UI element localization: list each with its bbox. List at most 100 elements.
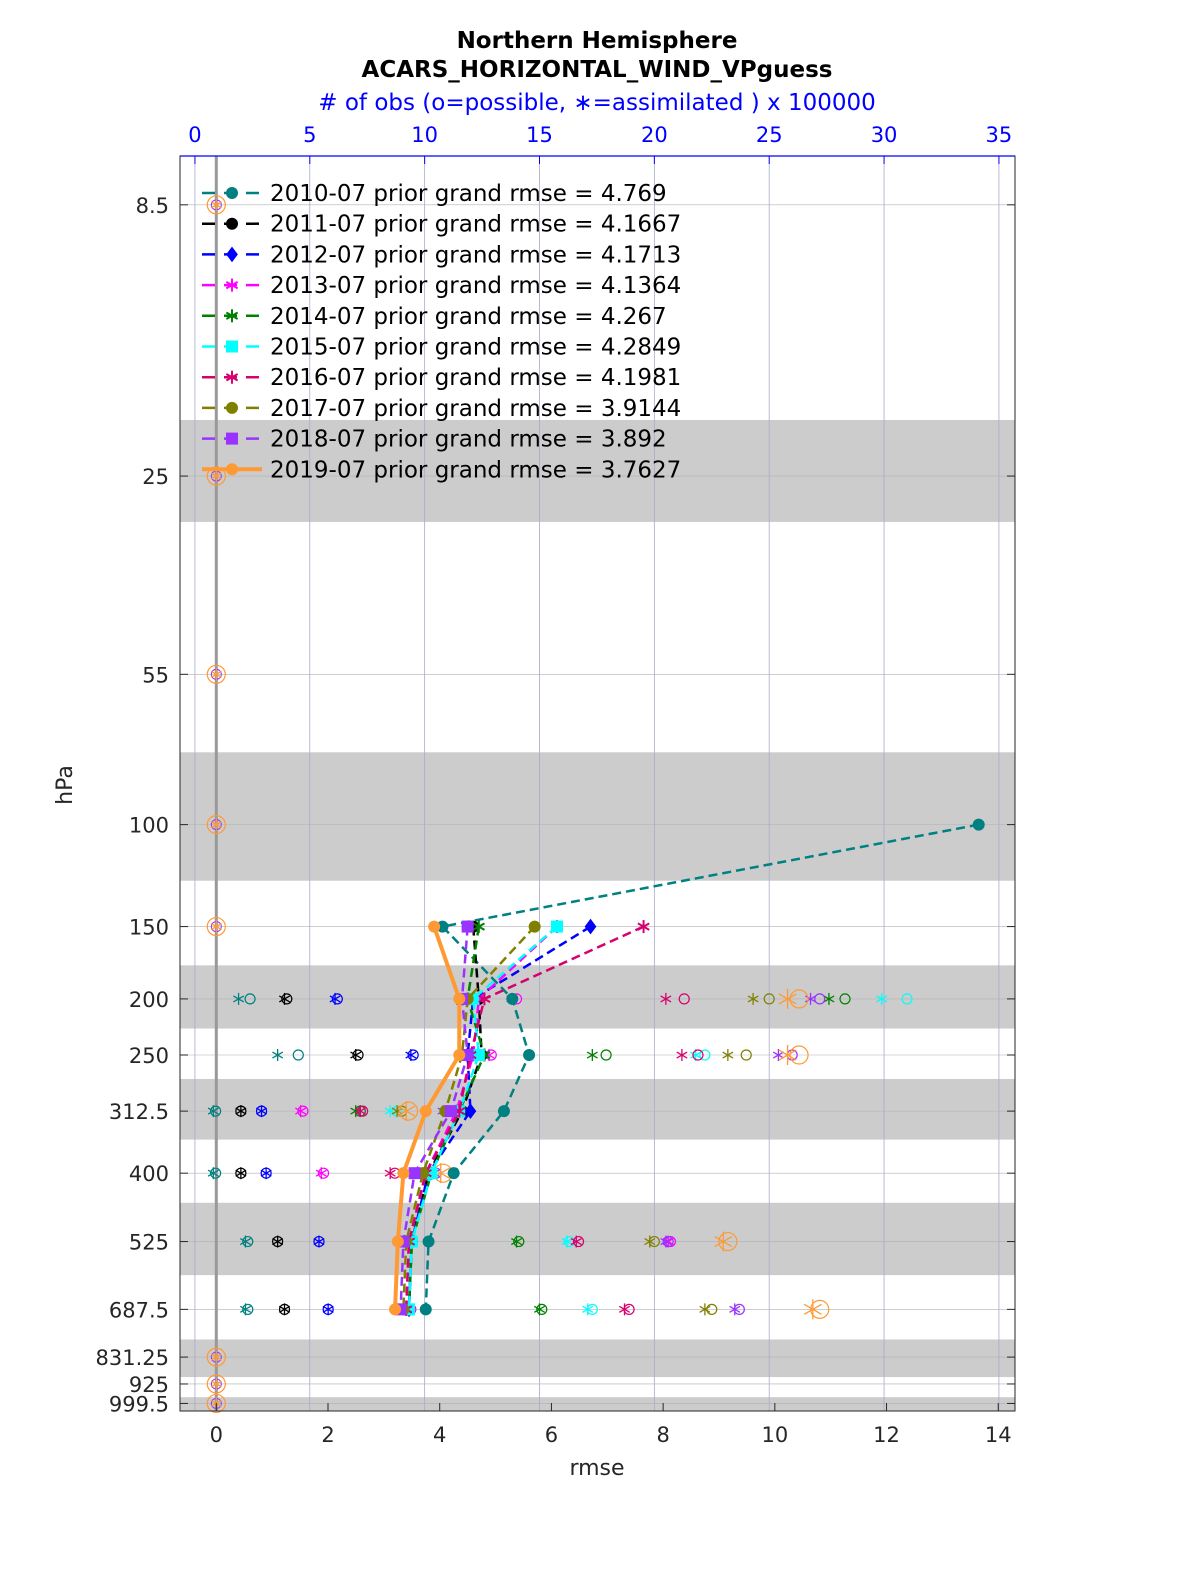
- obs-possible-marker: [398, 1101, 419, 1121]
- obs-possible-marker: [210, 1105, 222, 1117]
- series-point: [472, 1049, 485, 1062]
- obs-assimilated-marker-stroke: [405, 1051, 417, 1059]
- obs-assimilated-marker-stroke: [699, 1305, 711, 1313]
- obs-assimilated-marker: [322, 1303, 334, 1316]
- obs-possible-marker: [600, 1049, 612, 1061]
- obs-zero-assimilated-marker: [210, 198, 222, 211]
- obs-assimilated-marker: [260, 1167, 272, 1180]
- legend-label: 2011-07 prior grand rmse = 4.1667: [270, 212, 681, 238]
- legend-label: 2017-07 prior grand rmse = 3.9144: [270, 396, 681, 422]
- obs-possible-marker: [740, 1049, 752, 1061]
- obs-assimilated-marker: [644, 1235, 656, 1248]
- obs-assimilated-marker-stroke: [772, 1051, 784, 1059]
- obs-assimilated-marker-stroke: [239, 1237, 252, 1246]
- obs-possible-marker: [789, 1045, 809, 1065]
- obs-assimilated-marker-stroke: [729, 1305, 741, 1313]
- obs-assimilated-marker-stroke: [533, 1305, 546, 1313]
- legend-label: 2018-07 prior grand rmse = 3.892: [270, 427, 667, 453]
- chart-subtitle: ACARS_HORIZONTAL_WIND_VPguess: [362, 57, 833, 83]
- obs-assimilated-marker-stroke: [510, 1237, 523, 1246]
- obs-assimilated-marker: [239, 1303, 252, 1316]
- obs-assimilated-marker: [207, 1167, 219, 1180]
- obs-possible-marker: [357, 1105, 369, 1117]
- y-tick-label: 25: [142, 465, 169, 489]
- obs-zero-possible-marker: [206, 1347, 226, 1367]
- obs-assimilated-marker: [315, 1167, 327, 1180]
- y-tick-label: 400: [129, 1162, 169, 1186]
- obs-assimilated-marker: [805, 992, 817, 1005]
- obs-assimilated-marker-stroke: [722, 1051, 734, 1059]
- series-point: [478, 992, 491, 1006]
- top-axis-label: # of obs (o=possible, ∗=assimilated ) x …: [318, 90, 876, 116]
- obs-assimilated-marker: [823, 992, 835, 1005]
- obs-possible-marker: [810, 1299, 830, 1319]
- y-tick-label: 200: [129, 988, 169, 1012]
- obs-assimilated-marker-stroke: [618, 1305, 631, 1313]
- top-tick-label: 20: [641, 123, 668, 147]
- legend-marker: [225, 370, 239, 384]
- obs-possible-marker: [210, 1167, 222, 1179]
- y-axis-label: hPa: [53, 765, 78, 805]
- obs-zero-assimilated-marker: [210, 818, 222, 831]
- legend-label: 2016-07 prior grand rmse = 4.1981: [270, 365, 681, 391]
- obs-possible-marker: [513, 1235, 525, 1248]
- obs-assimilated-marker-stroke: [391, 1107, 403, 1115]
- obs-assimilated-marker-stroke: [676, 1051, 688, 1059]
- obs-assimilated-marker: [405, 1049, 417, 1062]
- obs-assimilated-marker: [272, 1049, 284, 1062]
- shading-band: [180, 1202, 1015, 1276]
- x-tick-label: 0: [210, 1423, 223, 1447]
- shading-band: [180, 1339, 1015, 1378]
- legend-label: 2019-07 prior grand rmse = 3.7627: [270, 457, 681, 483]
- series-point: [637, 920, 650, 934]
- legend-marker: [226, 432, 238, 445]
- obs-assimilated-marker-stroke: [397, 1105, 416, 1117]
- top-tick-label: 25: [756, 123, 783, 147]
- obs-assimilated-marker-stroke: [803, 1303, 822, 1315]
- obs-assimilated-marker: [722, 1049, 734, 1062]
- obs-possible-marker: [901, 993, 913, 1005]
- obs-assimilated-marker: [803, 1299, 822, 1320]
- legend-marker: [226, 401, 238, 414]
- obs-assimilated-marker: [561, 1235, 573, 1248]
- series-point: [422, 1235, 435, 1248]
- y-tick-label: 312.5: [109, 1100, 169, 1124]
- obs-assimilated-marker-stroke: [561, 1237, 573, 1246]
- obs-assimilated-marker: [278, 992, 291, 1005]
- series-point: [447, 1167, 460, 1180]
- obs-assimilated-marker-stroke: [315, 1169, 327, 1177]
- obs-assimilated-marker: [586, 1049, 598, 1062]
- obs-assimilated-marker-stroke: [329, 995, 341, 1003]
- x-tick-label: 8: [656, 1423, 669, 1447]
- shading-band: [180, 419, 1015, 522]
- series-point-stroke: [637, 922, 650, 931]
- series-point: [428, 920, 441, 933]
- obs-possible-marker: [407, 1049, 419, 1061]
- x-tick-label: 6: [545, 1423, 558, 1447]
- obs-possible-marker: [563, 1235, 575, 1248]
- series-point-stroke: [478, 994, 491, 1004]
- y-tick-label: 999.5: [109, 1392, 169, 1416]
- obs-assimilated-marker-stroke: [207, 1107, 219, 1115]
- top-tick-label: 0: [188, 123, 201, 147]
- obs-assimilated-marker: [397, 1101, 416, 1122]
- obs-possible-marker: [281, 993, 293, 1005]
- obs-zero-assimilated-marker: [210, 920, 222, 933]
- obs-assimilated-marker-stroke: [778, 1049, 797, 1061]
- legend-label: 2010-07 prior grand rmse = 4.769: [270, 181, 667, 207]
- obs-assimilated-marker: [778, 1045, 797, 1066]
- series-point: [584, 918, 597, 935]
- obs-possible-marker: [242, 1303, 254, 1315]
- obs-assimilated-marker: [354, 1105, 366, 1118]
- obs-possible-marker: [692, 1049, 704, 1061]
- obs-possible-marker: [814, 993, 826, 1005]
- obs-assimilated-marker: [384, 1167, 396, 1180]
- obs-assimilated-marker-stroke: [876, 995, 888, 1003]
- legend-marker: [226, 217, 238, 230]
- obs-assimilated-marker: [233, 992, 245, 1005]
- obs-assimilated-marker-stroke: [313, 1237, 325, 1246]
- obs-zero-assimilated-marker: [210, 1377, 222, 1390]
- series-point: [972, 818, 985, 831]
- obs-possible-marker: [572, 1235, 585, 1248]
- obs-assimilated-marker: [272, 1235, 284, 1248]
